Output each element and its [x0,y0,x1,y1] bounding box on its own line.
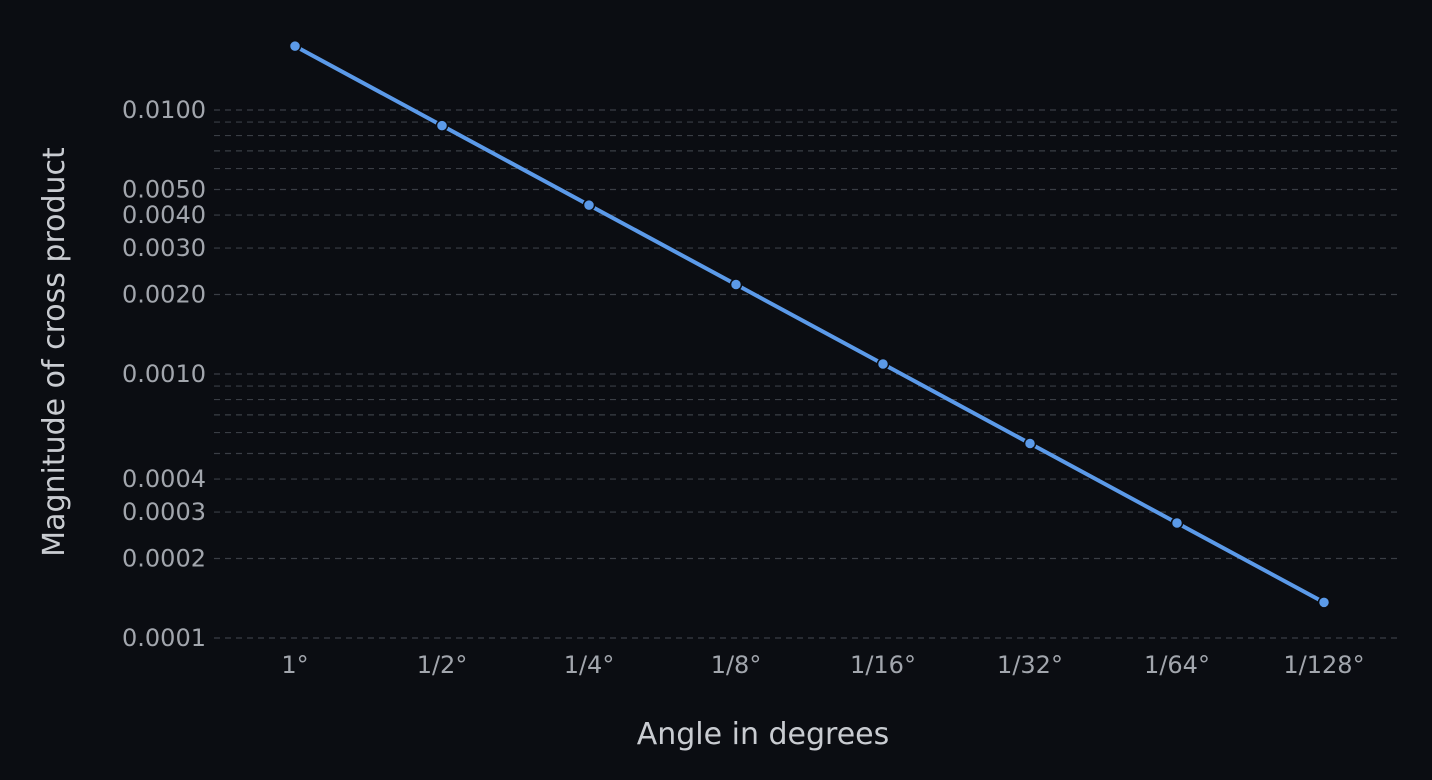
x-tick-label: 1/16° [850,651,916,679]
y-tick-label: 0.0100 [122,96,206,124]
data-point [288,39,302,53]
y-tick-label: 0.0002 [122,545,206,573]
y-tick-label: 0.0050 [122,175,206,203]
y-tick-label: 0.0003 [122,498,206,526]
y-tick-label: 0.0001 [122,624,206,652]
series-group [288,39,1331,609]
x-axis-title: Angle in degrees [637,717,890,752]
series-line [293,44,1326,605]
data-point [1170,516,1184,530]
data-point [729,278,743,291]
y-axis-title: Magnitude of cross product [37,147,72,557]
data-point [435,119,449,132]
y-tick-label: 0.0030 [122,234,206,262]
data-point [1023,437,1037,450]
data-point [1317,596,1331,609]
x-tick-label: 1/128° [1283,651,1364,679]
y-tick-label: 0.0004 [122,465,206,493]
x-axis-ticks: 1° 1/2° 1/4° 1/8° 1/16° 1/32° 1/64° 1/128° [281,651,1364,679]
x-tick-label: 1/32° [997,651,1063,679]
data-point [582,198,596,212]
x-tick-label: 1/64° [1144,651,1210,679]
y-tick-label: 0.0010 [122,360,206,388]
y-tick-label: 0.0040 [122,201,206,229]
data-point [876,357,890,371]
x-tick-label: 1/4° [564,651,615,679]
x-tick-label: 1/8° [711,651,762,679]
grid-lines [214,109,1398,639]
x-tick-label: 1/2° [417,651,468,679]
y-tick-label: 0.0020 [122,281,206,309]
x-tick-label: 1° [281,651,308,679]
